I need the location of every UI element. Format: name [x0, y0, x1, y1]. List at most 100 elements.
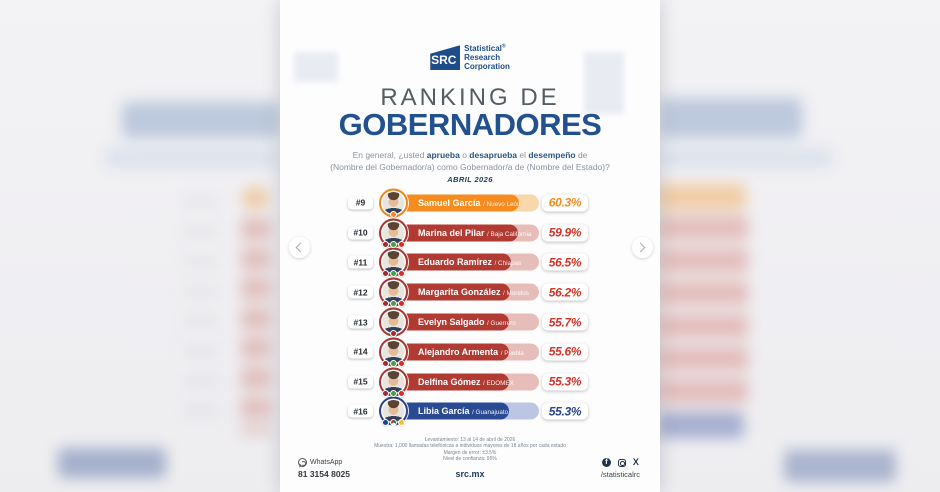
bar-fill — [394, 373, 509, 391]
approval-percentage: 56.5% — [542, 253, 588, 271]
ranking-row: #13 Evelyn Salgado / Guerrero 55.7% — [280, 307, 660, 338]
blurred-right-bar-blue — [658, 412, 744, 438]
social-links: f X /statisticalrc — [601, 458, 640, 480]
blurred-left-title — [122, 102, 280, 138]
party-logo-morena — [382, 270, 389, 278]
ranking-row: #14 Alejandro Armenta / Puebla 55.6% — [280, 337, 660, 367]
src-logo-acronym: SRC — [431, 53, 457, 68]
src-logo-flag-icon: SRC — [430, 45, 461, 71]
rank-badge: #16 — [348, 404, 373, 418]
governor-name: Alejandro Armenta — [418, 346, 499, 357]
party-logos — [379, 240, 408, 248]
brand-line2: Research — [464, 53, 501, 63]
carousel-prev-button[interactable] — [289, 237, 310, 258]
party-logos — [379, 330, 408, 338]
bar-fill — [394, 224, 519, 242]
facebook-icon: f — [601, 458, 611, 467]
approval-percentage: 55.3% — [542, 373, 588, 391]
party-logos — [379, 389, 408, 397]
blurred-left-subtitle — [105, 148, 280, 168]
registered-mark: ® — [501, 43, 506, 50]
rank-badge: #10 — [348, 226, 373, 240]
state-separator: / — [494, 260, 497, 268]
blurred-right-bar-orange — [658, 184, 746, 210]
title-ranking-de: RANKING DE — [380, 84, 560, 111]
party-logo-pt — [398, 270, 405, 278]
governor-name: Libia García — [418, 406, 470, 417]
approval-percentage: 60.3% — [542, 194, 588, 212]
whatsapp-label: WhatsApp — [310, 459, 343, 466]
governor-state: Nuevo León — [486, 200, 521, 208]
party-logo-pvem — [390, 240, 397, 248]
party-logo-morena — [382, 240, 389, 248]
approval-percentage: 55.7% — [542, 313, 588, 331]
governor-label: Margarita González / Morelos — [418, 287, 529, 297]
period-label: ABRIL 2026 — [447, 175, 493, 184]
party-logo-pvem — [390, 359, 397, 367]
note-muestra: Muestra: 1,000 llamadas telefónicas a in… — [374, 443, 566, 450]
question-part: de — [575, 150, 588, 160]
party-logo-morena — [390, 330, 397, 338]
approval-bar-track — [394, 253, 539, 271]
approval-bar-track — [394, 194, 539, 212]
question-part: o — [459, 150, 470, 160]
question-bold-aprueba: aprueba — [426, 150, 460, 160]
src-logo: SRC Statistical® Research Corporation — [430, 43, 510, 72]
state-separator: / — [472, 409, 474, 417]
governor-state: EDOMEX — [486, 379, 514, 387]
approval-bar-track — [394, 224, 539, 242]
party-logos — [379, 300, 408, 308]
note-levantamiento: Levantamiento: 13 al 14 de abril de 2026 — [424, 437, 516, 443]
party-logos — [379, 270, 408, 278]
party-logo-pan — [382, 419, 389, 427]
question-line2: (Nombre del Gobernador/a) como Gobernado… — [330, 161, 610, 172]
rank-badge: #12 — [348, 285, 373, 299]
governor-photo — [379, 307, 408, 337]
bar-fill — [394, 313, 510, 331]
carousel-next-button[interactable] — [632, 237, 653, 258]
ranking-rows: #9 Samuel García / Nuevo León 60.3% #10 … — [280, 188, 660, 427]
party-logo-morena — [382, 389, 389, 397]
blurred-right-footer — [784, 450, 896, 482]
blurred-left-rank-column — [183, 196, 219, 434]
governor-name: Evelyn Salgado — [418, 317, 485, 328]
src-logo-wordmark: Statistical® Research Corporation — [464, 43, 510, 72]
bar-fill — [394, 283, 511, 301]
ranking-row: #12 Margarita González / Morelos 56.2% — [280, 277, 660, 308]
party-logos — [379, 419, 408, 427]
governor-label: Samuel García / Nuevo León — [418, 198, 521, 208]
rank-badge: #13 — [348, 315, 373, 329]
bar-fill — [394, 402, 509, 420]
state-separator: / — [483, 200, 485, 208]
approval-bar-track — [394, 313, 539, 331]
blurred-left-photo-orange — [242, 186, 269, 210]
governor-label: Libia García / Guanajuato — [418, 406, 508, 416]
website-label: src.mx — [455, 469, 485, 479]
approval-percentage: 59.9% — [542, 224, 588, 242]
note-margen-error: Margen de error: ±3.5% — [443, 449, 497, 456]
methodology-notes: Levantamiento: 13 al 14 de abril de 2026… — [280, 437, 660, 462]
party-logos — [379, 210, 408, 218]
question-bold-desempeno: desempeño — [528, 150, 576, 160]
approval-bar-track — [394, 402, 539, 420]
party-logos — [379, 359, 408, 367]
party-logo-pt — [398, 389, 405, 397]
party-logo-morena — [382, 359, 389, 367]
governor-label: Alejandro Armenta / Puebla — [418, 347, 524, 357]
blurred-left-photo-column — [241, 218, 271, 434]
governor-label: Eduardo Ramírez / Chiapas — [418, 257, 521, 267]
note-confianza: Nivel de confianza: 95% — [443, 455, 497, 462]
state-separator: / — [487, 320, 489, 328]
party-logo-pvem — [390, 300, 397, 308]
brand-line3: Corporation — [464, 62, 510, 72]
governor-name: Samuel García — [418, 197, 481, 208]
state-separator: / — [503, 290, 505, 298]
watermark-right — [584, 52, 624, 114]
blurred-left-footer — [58, 448, 166, 478]
party-logo-pt — [398, 300, 405, 308]
ranking-row: #16 Libia García / Guanajuato 55.3% — [280, 396, 660, 427]
governor-label: Evelyn Salgado / Guerrero — [418, 317, 516, 327]
title-gobernadores: GOBERNADORES — [338, 107, 602, 142]
